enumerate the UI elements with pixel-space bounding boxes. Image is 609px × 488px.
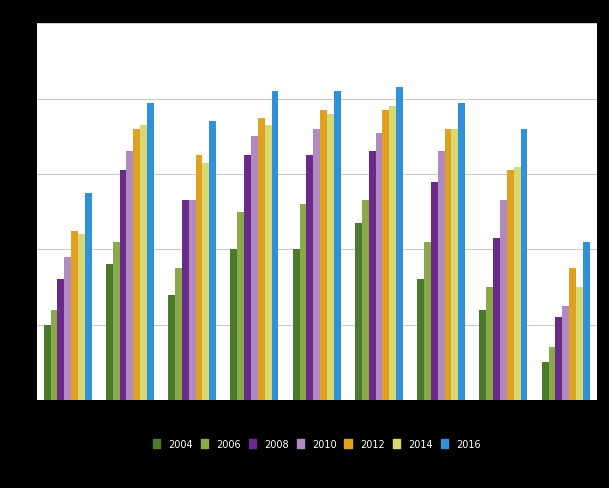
Bar	[507, 171, 514, 400]
Bar	[389, 107, 396, 400]
Bar	[555, 318, 562, 400]
Bar	[451, 130, 459, 400]
Bar	[44, 325, 51, 400]
Bar	[133, 130, 140, 400]
Bar	[251, 137, 258, 400]
Bar	[51, 310, 57, 400]
Bar	[78, 235, 85, 400]
Bar	[493, 239, 500, 400]
Bar	[542, 363, 549, 400]
Bar	[576, 287, 583, 400]
Bar	[244, 156, 251, 400]
Bar	[382, 111, 389, 400]
Bar	[113, 243, 119, 400]
Bar	[85, 193, 91, 400]
Bar	[238, 212, 244, 400]
Bar	[320, 111, 327, 400]
Bar	[514, 167, 521, 400]
Bar	[265, 126, 272, 400]
Bar	[106, 265, 113, 400]
Bar	[182, 201, 189, 400]
Bar	[147, 103, 154, 400]
Bar	[168, 295, 175, 400]
Bar	[127, 152, 133, 400]
Bar	[293, 250, 300, 400]
Bar	[396, 88, 403, 400]
Bar	[202, 163, 209, 400]
Bar	[500, 201, 507, 400]
Bar	[64, 257, 71, 400]
Bar	[362, 201, 368, 400]
Bar	[230, 250, 238, 400]
Bar	[306, 156, 313, 400]
Bar	[431, 182, 438, 400]
Bar	[438, 152, 445, 400]
Bar	[417, 280, 424, 400]
Bar	[521, 130, 527, 400]
Bar	[300, 205, 306, 400]
Bar	[272, 92, 278, 400]
Bar	[459, 103, 465, 400]
Bar	[140, 126, 147, 400]
Bar	[258, 119, 265, 400]
Bar	[376, 133, 382, 400]
Bar	[71, 231, 78, 400]
Legend: 2004, 2006, 2008, 2010, 2012, 2014, 2016: 2004, 2006, 2008, 2010, 2012, 2014, 2016	[149, 435, 485, 453]
Bar	[355, 224, 362, 400]
Bar	[562, 306, 569, 400]
Bar	[424, 243, 431, 400]
Bar	[569, 269, 576, 400]
Bar	[583, 243, 590, 400]
Bar	[195, 156, 202, 400]
Bar	[368, 152, 376, 400]
Bar	[189, 201, 195, 400]
Bar	[327, 115, 334, 400]
Bar	[175, 269, 182, 400]
Bar	[57, 280, 64, 400]
Bar	[479, 310, 487, 400]
Bar	[119, 171, 127, 400]
Bar	[334, 92, 340, 400]
Bar	[313, 130, 320, 400]
Bar	[445, 130, 451, 400]
Bar	[487, 287, 493, 400]
Bar	[209, 122, 216, 400]
Bar	[549, 347, 555, 400]
